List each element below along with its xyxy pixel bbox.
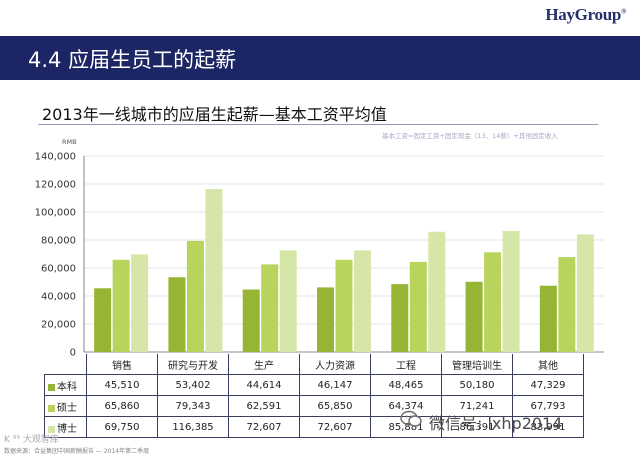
y-tick-label: 120,000	[35, 180, 76, 191]
value-cell: 44,614	[228, 374, 300, 396]
table-corner	[45, 354, 87, 375]
category-label: 研究与开发	[157, 354, 229, 375]
y-tick-label: 60,000	[41, 264, 76, 275]
bar-master	[484, 252, 502, 352]
bar-bachelor	[539, 285, 557, 352]
value-cell: 72,607	[299, 416, 371, 438]
series-name: 博士	[57, 423, 77, 435]
legend-swatch	[48, 383, 55, 391]
bar-bachelor	[94, 288, 112, 352]
value-cell: 69,750	[86, 416, 158, 438]
value-cell: 50,180	[441, 374, 513, 396]
bars	[94, 189, 594, 352]
haygroup-logo: HayGroup®	[545, 5, 626, 24]
section-title: 4.4 应届生员工的起薪	[28, 48, 237, 72]
legend-swatch	[48, 425, 55, 433]
y-axis-label: RMB	[62, 138, 77, 146]
wechat-icon	[400, 410, 422, 427]
bar-phd	[354, 250, 371, 352]
value-cell: 72,607	[228, 416, 300, 438]
value-cell: 65,860	[86, 395, 158, 417]
series-name: 本科	[57, 381, 77, 393]
value-cell: 46,147	[299, 374, 371, 396]
category-label: 销售	[86, 354, 158, 375]
bar-phd	[428, 231, 446, 352]
y-tick-label: 0	[70, 348, 76, 359]
section-title-bar: 4.4 应届生员工的起薪	[0, 36, 640, 80]
bar-master	[186, 240, 204, 352]
series-name: 硕士	[57, 402, 77, 414]
legend-entry: 博士	[44, 416, 87, 438]
legend-entry: 硕士	[44, 395, 87, 417]
chart-note: 基本工资=固定工资+固定现金（13、14薪）+其他固定收入	[382, 132, 558, 140]
y-tick-label: 20,000	[41, 320, 76, 331]
y-tick-label: 100,000	[35, 208, 76, 219]
corner-watermark: K ⁹⁹ 大观智库	[4, 435, 59, 445]
legend-entry: 本科	[44, 374, 87, 396]
bar-bachelor	[465, 281, 483, 352]
y-axis-ticks: 0 20,000 40,000 60,000 80,000 100,000 120,000 1…	[35, 152, 76, 359]
value-cell: 47,329	[512, 374, 584, 396]
bar-master	[335, 259, 353, 352]
value-cell: 62,591	[228, 395, 300, 417]
bar-phd	[502, 231, 520, 352]
value-cell: 53,402	[157, 374, 229, 396]
category-label: 人力资源	[299, 354, 371, 375]
y-tick-label: 140,000	[35, 152, 76, 163]
bar-bachelor	[168, 277, 186, 352]
data-table: 销售 研究与开发 生产 人力资源 工程 管理培训生 其他本科 45,510 53,402 44,6…	[44, 354, 584, 438]
bar-phd	[205, 189, 223, 352]
bar-master	[261, 264, 279, 352]
bar-bachelor	[242, 289, 260, 352]
value-cell: 65,850	[299, 395, 371, 417]
bar-bachelor	[391, 284, 409, 352]
watermark-text: 微信号: lxhp2014	[429, 414, 563, 433]
table-row: 本科 45,510 53,402 44,614 46,147 48,465 50,180 47…	[44, 374, 584, 396]
bar-master	[558, 257, 576, 352]
legend-swatch	[48, 404, 55, 412]
bar-master	[112, 259, 130, 352]
value-cell: 48,465	[370, 374, 442, 396]
top-bar: HayGroup®	[0, 0, 640, 36]
y-tick-label: 40,000	[41, 292, 76, 303]
bar-master	[409, 261, 427, 352]
bar-phd	[576, 234, 594, 352]
bar-bachelor	[317, 287, 334, 352]
category-label: 管理培训生	[441, 354, 513, 375]
bar-phd	[279, 250, 297, 352]
title-rule	[38, 124, 598, 125]
value-cell: 45,510	[86, 374, 158, 396]
category-label: 工程	[370, 354, 442, 375]
chart-title: 2013年一线城市的应届生起薪—基本工资平均值	[42, 105, 387, 124]
value-cell: 79,343	[157, 395, 229, 417]
category-label: 生产	[228, 354, 300, 375]
y-tick-label: 80,000	[41, 236, 76, 247]
table-row: 博士 69,750 116,385 72,607 72,607 85,881 86,391 8…	[44, 416, 584, 438]
value-cell: 116,385	[157, 416, 229, 438]
source-text: 数据来源：合益集团中国薪酬报告 — 2014年第二季度	[4, 448, 150, 455]
category-label: 其他	[512, 354, 584, 375]
bar-phd	[131, 254, 149, 352]
value-cell: 83,991	[512, 416, 584, 438]
